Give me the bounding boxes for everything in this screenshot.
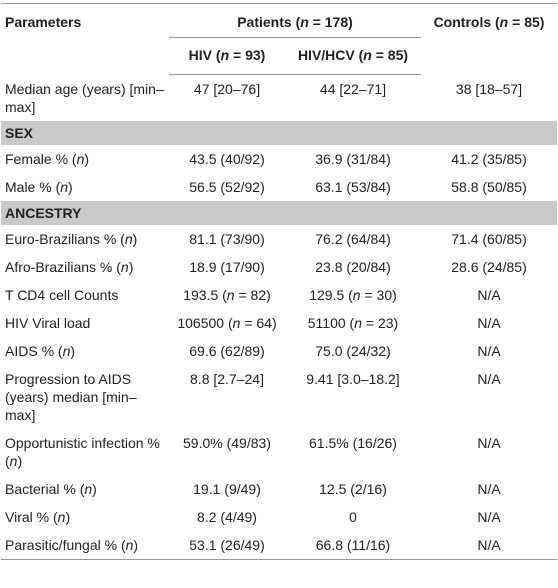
table-cell: N/A [477, 370, 501, 387]
table-cell: 44 [22–71] [319, 81, 387, 97]
table-cell: 58.8 (50/85) [451, 178, 527, 195]
section-label: ANCESTRY [1, 200, 557, 225]
header-cell: Controls (n = 85) [421, 3, 557, 75]
table-cell: 19.1 (9/49) [193, 480, 261, 497]
table-cell: 69.6 (62/89) [189, 342, 265, 359]
header-cell: Parameters [1, 3, 169, 75]
table-cell: 12.5 (2/16) [319, 480, 387, 497]
table-cell: 18.9 (17/90) [189, 258, 265, 275]
table-cell: N/A [477, 508, 501, 525]
row-label: HIV Viral load [5, 314, 91, 331]
row-label: Bacterial % (n) [5, 480, 97, 497]
table-cell: 8.8 [2.7–24] [190, 370, 264, 387]
table-cell: 59.0% (49/83) [183, 434, 271, 451]
table-cell: 76.2 (64/84) [315, 230, 391, 247]
header-cell: HIV/HCV (n = 85) [285, 37, 421, 75]
table-cell: N/A [477, 314, 501, 331]
table-cell: 63.1 (53/84) [315, 178, 391, 195]
table-row: HIV Viral load 106500 (n = 64) 51100 (n = … [1, 309, 557, 337]
table-cell: N/A [477, 286, 501, 303]
table-cell: 38 [18–57] [455, 80, 523, 97]
row-label: Male % (n) [5, 178, 73, 195]
table-row: Viral % (n) 8.2 (4/49) 0 N/A [1, 503, 557, 531]
table-cell: 61.5% (16/26) [309, 434, 397, 451]
row-label: Opportunistic infection % (n) [5, 434, 160, 469]
header-row: Parameters Patients (n = 178) Controls (… [1, 3, 557, 75]
header-cell: HIV (n = 93) [169, 37, 285, 75]
table-cell: 51100 (n = 23) [307, 314, 399, 331]
table-cell: 0 [349, 508, 357, 525]
table-cell: 56.5 (52/92) [189, 178, 265, 195]
header-row: HIV (n = 93) HIV/HCV (n = 85) [1, 37, 557, 75]
row-label: Euro-Brazilians % (n) [5, 230, 138, 247]
table-cell: 106500 (n = 64) [177, 314, 277, 331]
table-row: Bacterial % (n) 19.1 (9/49) 12.5 (2/16) N/A [1, 475, 557, 503]
row-label: Female % (n) [5, 150, 90, 167]
section-label: SEX [1, 120, 557, 145]
table-row: Afro-Brazilians % (n) 18.9 (17/90) 23.8 (2… [1, 253, 557, 281]
table-row: Female % (n) 43.5 (40/92) 36.9 (31/84) 41.2… [1, 145, 557, 173]
table-cell: 41.2 (35/85) [451, 150, 527, 167]
table-cell: 8.2 (4/49) [197, 508, 257, 525]
table-cell: 66.8 (11/16) [285, 530, 421, 560]
table-header: Parameters Patients (n = 178) Controls (… [1, 3, 557, 75]
table-cell: N/A [477, 480, 501, 497]
header-cell: Patients (n = 178) [169, 3, 421, 38]
row-label: Progression to AIDS (years) median [min–… [5, 370, 137, 423]
table-cell: 81.1 (73/90) [189, 230, 265, 247]
table-row: Male % (n) 56.5 (52/92) 63.1 (53/84) 58.8 (… [1, 173, 557, 201]
row-label: Parasitic/fungal % (n) [1, 530, 169, 560]
table-cell: 47 [20–76] [193, 81, 261, 97]
row-label: Afro-Brazilians % (n) [5, 258, 134, 275]
table-cell: 129.5 (n = 30) [309, 286, 397, 303]
page: Parameters Patients (n = 178) Controls (… [0, 3, 558, 588]
row-label: Median age (years) [min–max] [5, 80, 164, 115]
table-cell: N/A [421, 530, 557, 560]
table-row: Progression to AIDS (years) median [min–… [1, 365, 557, 429]
table-cell: 9.41 [3.0–18.2] [306, 370, 400, 387]
table-row: T CD4 cell Counts 193.5 (n = 82) 129.5 (n … [1, 281, 557, 309]
table-body: Median age (years) [min–max] 47 [20–76] 44… [1, 75, 557, 560]
table-row: Median age (years) [min–max] 47 [20–76] 44… [1, 75, 557, 121]
table-cell: 28.6 (24/85) [451, 258, 527, 275]
table-cell: N/A [477, 342, 501, 359]
section-row: SEX [1, 120, 557, 145]
table-cell: 43.5 (40/92) [189, 150, 265, 167]
table-row: Opportunistic infection % (n) 59.0% (49/8… [1, 429, 557, 475]
table-row: Euro-Brazilians % (n) 81.1 (73/90) 76.2 (6… [1, 225, 557, 253]
section-row: ANCESTRY [1, 200, 557, 225]
row-label: T CD4 cell Counts [5, 286, 119, 303]
table-cell: 71.4 (60/85) [451, 230, 527, 247]
table-cell: 23.8 (20/84) [315, 258, 391, 275]
table-row: AIDS % (n) 69.6 (62/89) 75.0 (24/32) N/A [1, 337, 557, 365]
table-cell: 75.0 (24/32) [315, 342, 391, 359]
row-label: AIDS % (n) [5, 342, 76, 359]
table-cell: N/A [477, 434, 501, 451]
row-label: Viral % (n) [5, 508, 71, 525]
table-cell: 36.9 (31/84) [315, 150, 391, 167]
table-cell: 193.5 (n = 82) [183, 286, 271, 303]
table-cell: 53.1 (26/49) [169, 530, 285, 560]
table-row: Parasitic/fungal % (n) 53.1 (26/49) 66.8 (… [1, 530, 557, 560]
data-table: Parameters Patients (n = 178) Controls (… [1, 3, 557, 560]
